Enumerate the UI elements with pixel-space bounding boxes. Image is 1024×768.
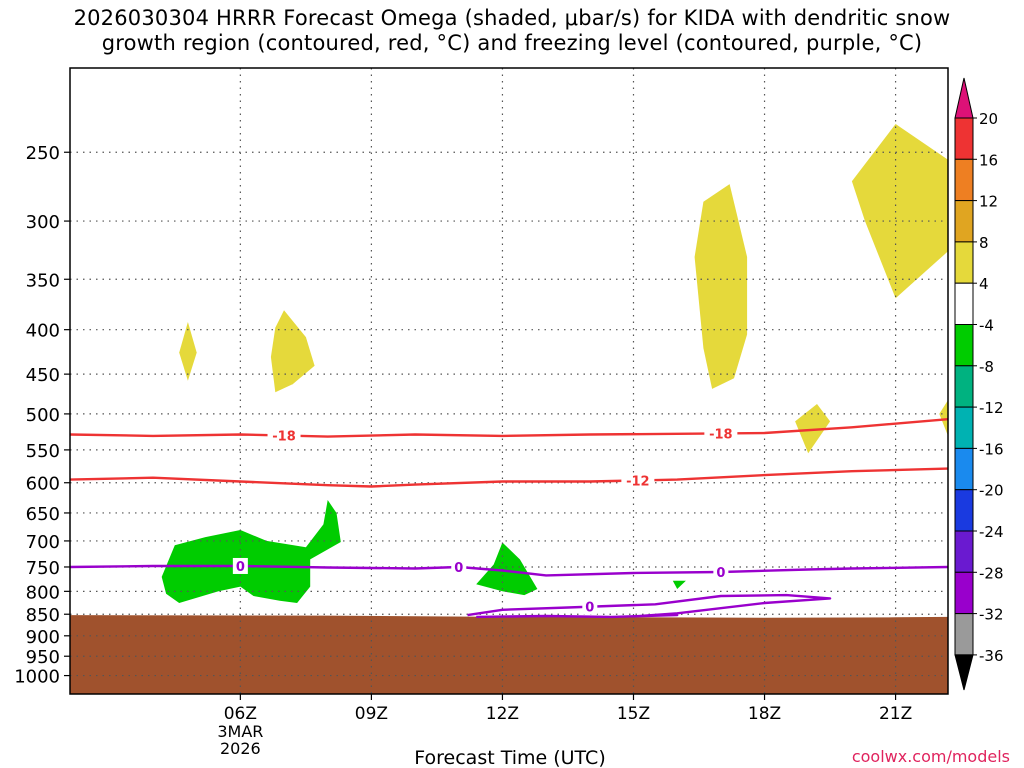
colorbar-level-label-13: -36 xyxy=(979,647,1004,665)
x-tick-label-18Z: 18Z xyxy=(748,704,781,724)
colorbar-swatch-2 xyxy=(954,200,974,243)
colorbar-swatch-9 xyxy=(954,489,974,532)
x-tick-label-15Z: 15Z xyxy=(617,704,650,724)
colorbar-swatch-11 xyxy=(954,571,974,615)
colorbar-level-label-7: -12 xyxy=(979,399,1004,417)
y-tick-label-800: 800 xyxy=(26,582,60,603)
colorbar-level-label-4: 4 xyxy=(979,275,989,293)
contour-label-0-1: -18 xyxy=(709,427,733,442)
x-tick-label-09Z: 09Z xyxy=(355,704,388,724)
y-tick-label-250: 250 xyxy=(26,143,60,164)
x-tick-sublabel-0: 3MAR xyxy=(217,722,263,741)
y-tick-label-900: 900 xyxy=(26,627,60,648)
colorbar-over-triangle xyxy=(954,77,974,119)
contour-label-bg-1-0 xyxy=(621,472,655,489)
omega-region-3 xyxy=(795,404,831,454)
colorbar-swatch-1 xyxy=(954,158,974,202)
x-axis-label: Forecast Time (UTC) xyxy=(414,747,605,768)
omega-region-7 xyxy=(476,542,538,596)
contour-label-2-2: 0 xyxy=(716,566,725,581)
y-tick-label-1000: 1000 xyxy=(14,667,60,688)
colorbar-level-label-1: 16 xyxy=(979,151,998,169)
y-tick-label-500: 500 xyxy=(26,405,60,426)
contour-line-1 xyxy=(69,467,949,488)
contour-label-0-0: -18 xyxy=(272,430,296,445)
contour-label-bg-0-1 xyxy=(704,425,738,442)
contour-label-bg-2-1 xyxy=(451,558,467,575)
y-tick-label-300: 300 xyxy=(26,212,60,233)
y-tick-label-400: 400 xyxy=(26,321,60,342)
colorbar-level-label-6: -8 xyxy=(979,358,994,376)
colorbar-swatch-7 xyxy=(954,406,974,449)
colorbar-level-label-2: 12 xyxy=(979,193,998,211)
omega-region-0 xyxy=(179,322,197,381)
omega-region-8 xyxy=(672,580,686,589)
contour-label-2-1: 0 xyxy=(454,561,463,576)
ground-terrain xyxy=(70,615,948,694)
y-tick-label-850: 850 xyxy=(26,605,60,626)
colorbar-level-label-11: -28 xyxy=(979,564,1004,582)
colorbar-swatch-6 xyxy=(954,365,974,408)
x-tick-sublabel-1: 2026 xyxy=(220,739,261,758)
colorbar-swatch-0 xyxy=(954,117,974,160)
colorbar-swatch-4 xyxy=(954,282,974,326)
contour-label-1-0: -12 xyxy=(626,474,650,489)
y-tick-label-700: 700 xyxy=(26,532,60,553)
x-tick-label-12Z: 12Z xyxy=(486,704,519,724)
colorbar-swatch-12 xyxy=(954,613,974,656)
colorbar-level-label-12: -32 xyxy=(979,606,1004,624)
x-tick-label-06Z: 06Z xyxy=(224,704,257,724)
chart-title-line-2: growth region (contoured, red, °C) and f… xyxy=(101,31,923,55)
contour-label-bg-0-0 xyxy=(267,427,301,444)
y-tick-label-550: 550 xyxy=(26,441,60,462)
contour-line-0 xyxy=(69,418,949,438)
omega-region-4 xyxy=(851,124,948,299)
contour-label-2-0: 0 xyxy=(236,560,245,575)
y-tick-label-600: 600 xyxy=(26,474,60,495)
contour-label-bg-3-0 xyxy=(582,598,598,615)
omega-region-5 xyxy=(939,400,948,436)
colorbar-level-label-9: -20 xyxy=(979,482,1004,500)
colorbar-under-triangle xyxy=(954,654,974,691)
colorbar-level-label-0: 20 xyxy=(979,110,998,128)
y-tick-label-950: 950 xyxy=(26,647,60,668)
y-tick-label-350: 350 xyxy=(26,270,60,291)
contour-label-bg-2-0 xyxy=(232,557,248,574)
omega-region-6 xyxy=(161,500,341,603)
colorbar-level-label-3: 8 xyxy=(979,234,989,252)
y-tick-label-750: 750 xyxy=(26,558,60,579)
y-tick-label-650: 650 xyxy=(26,504,60,525)
omega-region-2 xyxy=(694,184,748,389)
colorbar: 20 16 12 8 4 -4 -8 -12 -16 -20 -24 -28 -32 -36 xyxy=(954,77,1004,691)
colorbar-level-label-8: -16 xyxy=(979,440,1004,458)
plot-area: -18 -18 -12 0 0 0 0 250 300 350 400 450 500 550 600 650… xyxy=(14,67,949,758)
y-tick-label-450: 450 xyxy=(26,365,60,386)
colorbar-level-label-5: -4 xyxy=(979,317,994,335)
colorbar-swatch-10 xyxy=(954,530,974,573)
chart-title-line-1: 2026030304 HRRR Forecast Omega (shaded, … xyxy=(73,6,951,30)
x-tick-label-21Z: 21Z xyxy=(879,704,912,724)
omega-region-1 xyxy=(270,310,315,393)
credit-text: coolwx.com/models xyxy=(851,747,1010,766)
colorbar-swatch-5 xyxy=(954,324,974,367)
plot-frame xyxy=(69,67,949,695)
contour-label-3-0: 0 xyxy=(585,601,594,616)
colorbar-swatch-3 xyxy=(954,241,974,284)
colorbar-level-label-10: -24 xyxy=(979,523,1004,541)
colorbar-swatch-8 xyxy=(954,447,974,491)
contour-label-bg-2-2 xyxy=(713,563,729,580)
